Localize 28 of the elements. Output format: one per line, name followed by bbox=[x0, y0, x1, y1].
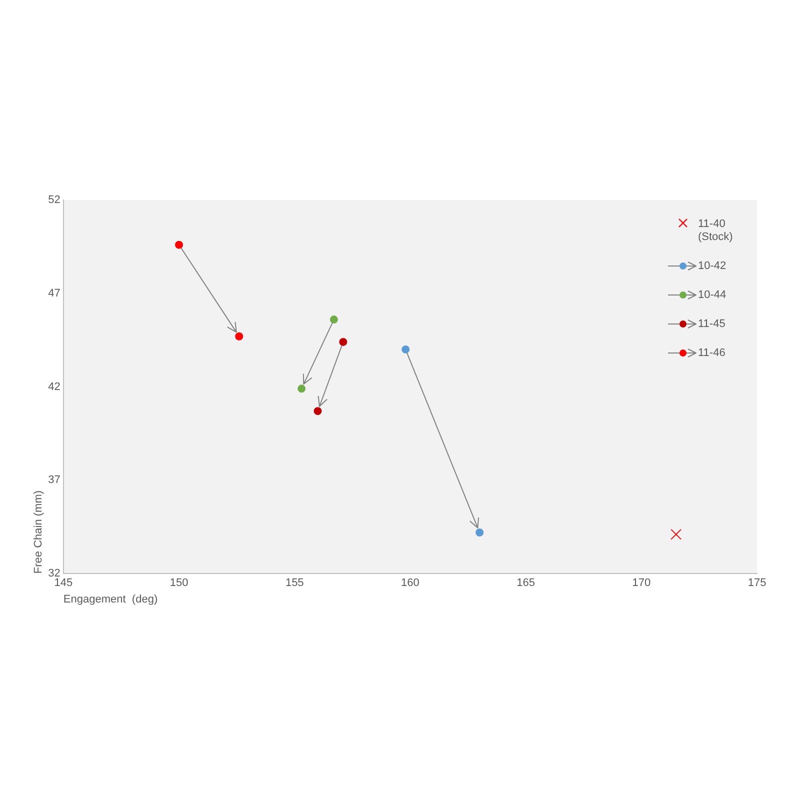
point bbox=[476, 528, 484, 537]
legend-label: 11-46 bbox=[698, 347, 726, 360]
legend-label: 11-40 (Stock) bbox=[698, 218, 734, 244]
y-tick-label: 42 bbox=[48, 380, 60, 393]
y-tick-label: 47 bbox=[48, 287, 60, 300]
x-tick-label: 155 bbox=[285, 577, 304, 590]
x-tick-label: 145 bbox=[54, 577, 73, 590]
x-tick-label: 150 bbox=[170, 577, 188, 590]
point bbox=[670, 528, 682, 540]
x-tick-label: 175 bbox=[748, 577, 766, 590]
point bbox=[402, 345, 410, 354]
x-tick-label: 160 bbox=[401, 577, 420, 590]
legend-label: 11-45 bbox=[698, 318, 726, 331]
point bbox=[330, 316, 338, 324]
x-axis-title: Engagement (deg) bbox=[63, 593, 158, 606]
legend-label: 10-44 bbox=[698, 289, 728, 302]
x-tick-label: 170 bbox=[632, 577, 651, 590]
point bbox=[298, 384, 306, 393]
point bbox=[235, 332, 244, 340]
x-tick-label: 165 bbox=[516, 577, 535, 590]
y-axis-title: Free Chain (mm) bbox=[32, 490, 45, 574]
y-tick-label: 52 bbox=[48, 194, 60, 206]
point bbox=[339, 338, 348, 346]
legend-label: 10-42 bbox=[698, 260, 728, 273]
y-tick-label: 37 bbox=[48, 474, 60, 486]
y-tick-label: 32 bbox=[48, 568, 60, 580]
point bbox=[314, 407, 322, 416]
point bbox=[175, 240, 184, 249]
